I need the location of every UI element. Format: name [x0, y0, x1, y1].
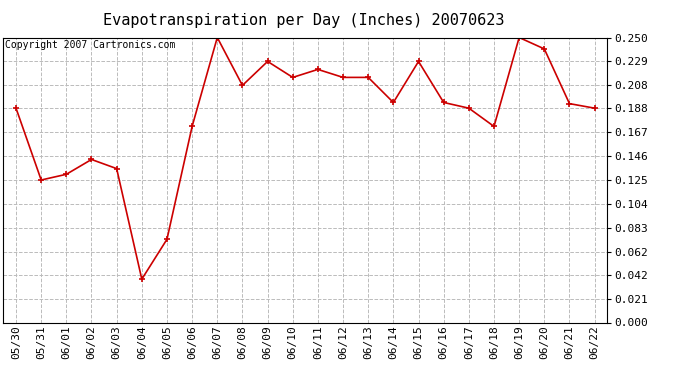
Text: Evapotranspiration per Day (Inches) 20070623: Evapotranspiration per Day (Inches) 2007…: [103, 13, 504, 28]
Text: Copyright 2007 Cartronics.com: Copyright 2007 Cartronics.com: [5, 40, 175, 50]
